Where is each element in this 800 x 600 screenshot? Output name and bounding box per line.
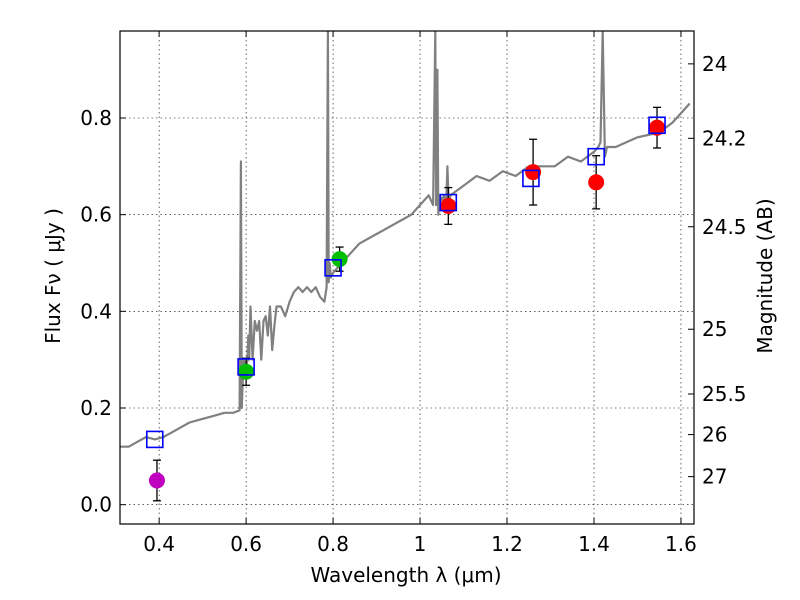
model-point [587,147,605,166]
y2-tick-label: 27 [702,465,727,489]
y-tick-label: 0.0 [80,493,112,517]
y2-tick-label: 25 [702,317,727,341]
observed-points-layer [148,119,666,489]
y-axis-title: Flux Fν ( μJy ) [41,208,65,344]
y2-axis-title: Magnitude (AB) [753,198,777,353]
x-tick-label: 1 [414,532,427,556]
model-point [237,358,255,376]
axis-layer: 0.4 0.6 0.8 1 1.2 1.4 1.6 0.0 0.2 0.4 0.6 0.8 24 24.2… [80,31,747,556]
x-tick-label: 1.6 [665,532,697,556]
y2-tick-label: 26 [702,423,727,447]
model-points-layer [145,116,666,449]
x-tick-label: 0.6 [230,532,262,556]
grid-lines [120,31,694,524]
errorbar-layer [152,106,662,502]
model-point [145,430,164,449]
model-point [324,259,342,277]
model-point [522,169,540,188]
observed-point [238,363,255,380]
y-tick-label: 0.6 [80,203,112,227]
x-axis-title: Wavelength λ (μm) [310,563,501,587]
observed-point [588,174,605,191]
y2-tick-label: 25.5 [702,382,747,406]
observed-point [525,164,542,181]
x-tick-label: 0.8 [317,532,349,556]
y2-tick-label: 24.2 [702,126,747,150]
model-point [439,193,458,212]
y2-tick-label: 24.5 [702,215,747,239]
y-tick-label: 0.4 [80,299,112,323]
plot-frame [119,30,695,525]
x-tick-label: 1.2 [491,532,523,556]
spectrum-line [120,31,691,448]
y-tick-label: 0.2 [80,396,112,420]
observed-point [148,472,165,489]
spectrum-layer [120,31,691,448]
y-tick-label: 0.8 [80,106,112,130]
x-tick-label: 0.4 [143,532,175,556]
y2-tick-label: 24 [702,52,727,76]
x-tick-label: 1.4 [578,532,610,556]
model-point [648,116,666,135]
